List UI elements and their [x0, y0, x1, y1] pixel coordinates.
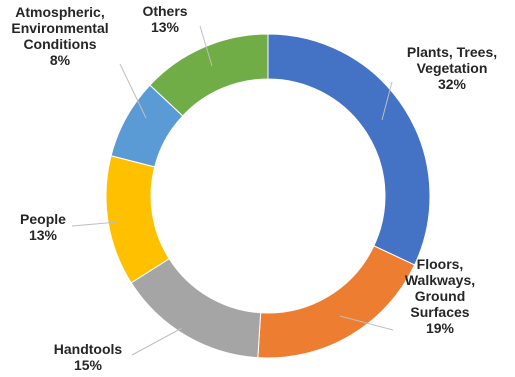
slice-percent-4: 8% — [50, 52, 71, 68]
slice-label-1: Floors, Walkways, Ground Surfaces 19% — [405, 256, 475, 336]
slice-label-4: Atmospheric, Environmental Conditions 8% — [11, 4, 108, 68]
donut-slice-1 — [257, 245, 416, 359]
slice-label-line-4-2: Conditions — [23, 36, 96, 52]
slice-label-3: People 13% — [20, 211, 66, 243]
slice-label-5: Others 13% — [142, 3, 187, 35]
leader-line-3 — [71, 221, 119, 227]
slice-label-line-3-0: People — [20, 211, 66, 227]
slice-label-line-1-2: Ground — [415, 288, 466, 304]
slices-group — [105, 33, 431, 359]
slice-percent-2: 15% — [74, 357, 103, 373]
slice-label-line-1-3: Surfaces — [410, 304, 469, 320]
slice-label-0: Plants, Trees, Vegetation 32% — [407, 44, 497, 92]
slice-label-2: Handtools 15% — [54, 341, 123, 373]
slice-percent-0: 32% — [438, 76, 467, 92]
donut-slice-5 — [149, 33, 269, 117]
slice-label-line-1-1: Walkways, — [405, 272, 475, 288]
donut-slice-0 — [267, 33, 431, 266]
slice-label-line-4-1: Environmental — [11, 20, 108, 36]
leader-line-1 — [339, 315, 394, 331]
labels-group: Plants, Trees, Vegetation 32% Floors, Walkwa… — [11, 3, 497, 373]
slice-label-line-5-0: Others — [142, 3, 187, 19]
leader-line-2 — [131, 327, 183, 356]
slice-label-line-4-0: Atmospheric, — [15, 4, 104, 20]
donut-slice-3 — [105, 155, 170, 284]
leader-line-0 — [381, 81, 393, 121]
slice-label-line-2-0: Handtools — [54, 341, 123, 357]
donut-slice-2 — [130, 258, 262, 359]
leader-line-4 — [119, 63, 147, 119]
leader-lines-group — [71, 25, 394, 356]
slice-percent-5: 13% — [151, 19, 180, 35]
slice-label-line-0-0: Plants, Trees, — [407, 44, 497, 60]
slice-percent-1: 19% — [426, 320, 455, 336]
slice-percent-3: 13% — [29, 227, 58, 243]
slice-label-line-1-0: Floors, — [417, 256, 464, 272]
slice-label-line-0-1: Vegetation — [417, 60, 488, 76]
leader-line-5 — [199, 25, 213, 67]
